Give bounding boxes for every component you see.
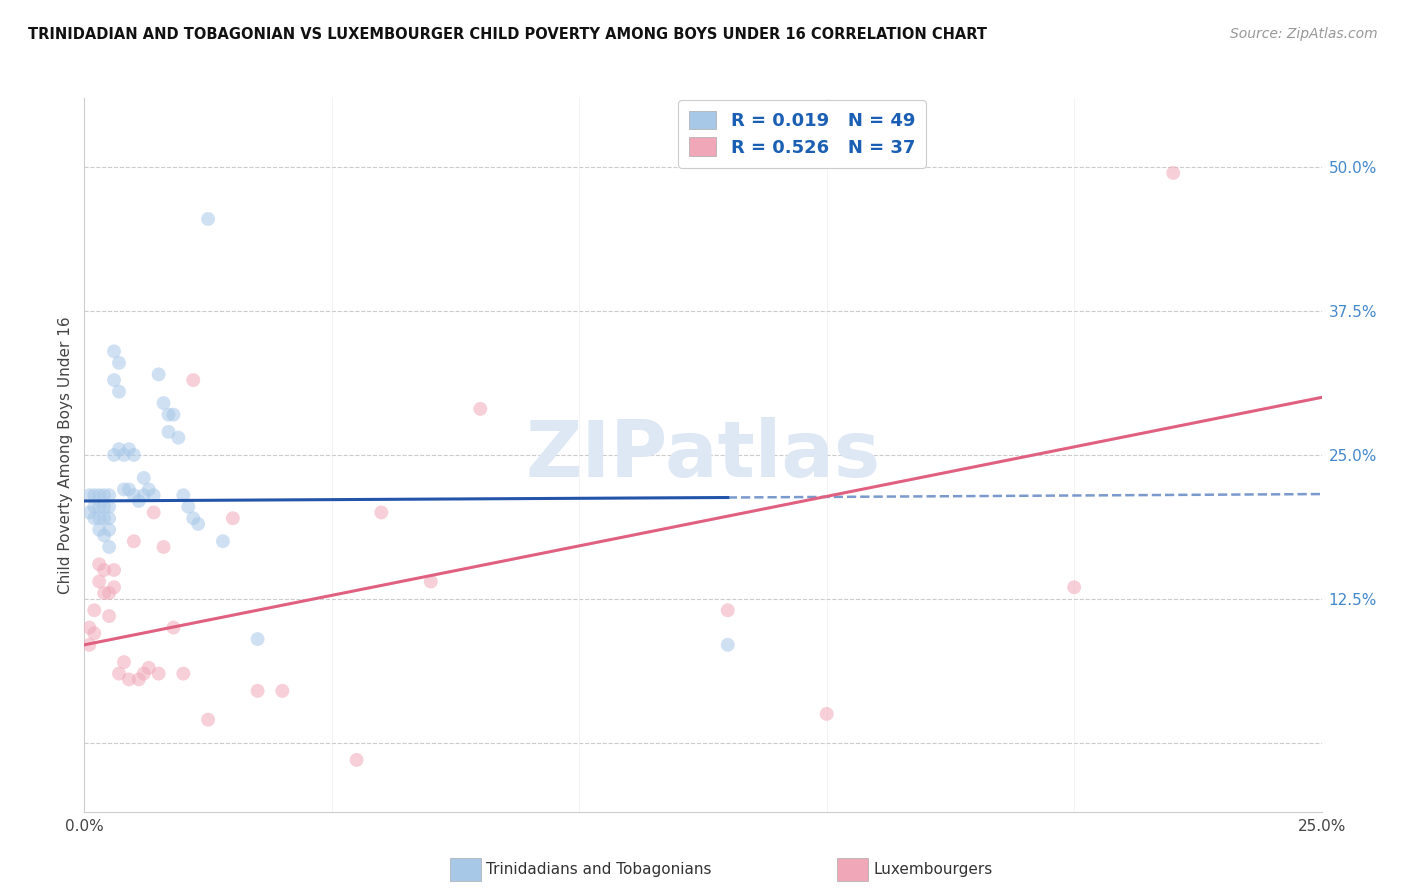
Point	[89, 511, 111, 525]
Point	[112, 448, 135, 462]
Point	[83, 626, 105, 640]
Point	[162, 621, 184, 635]
Point	[108, 384, 131, 399]
Point	[108, 666, 131, 681]
Point	[132, 488, 155, 502]
Point	[89, 488, 111, 502]
Point	[103, 580, 125, 594]
Point	[79, 488, 101, 502]
Point	[103, 563, 125, 577]
Point	[815, 706, 838, 721]
Point	[79, 638, 101, 652]
Point	[246, 632, 269, 646]
Point	[162, 408, 184, 422]
Point	[157, 408, 180, 422]
Point	[103, 373, 125, 387]
Point	[197, 713, 219, 727]
Point	[197, 211, 219, 226]
Point	[98, 488, 121, 502]
Point	[271, 684, 294, 698]
Point	[103, 344, 125, 359]
Point	[142, 488, 165, 502]
Point	[177, 500, 200, 514]
Point	[1161, 166, 1184, 180]
Point	[122, 488, 145, 502]
Text: TRINIDADIAN AND TOBAGONIAN VS LUXEMBOURGER CHILD POVERTY AMONG BOYS UNDER 16 COR: TRINIDADIAN AND TOBAGONIAN VS LUXEMBOURG…	[28, 27, 987, 42]
Point	[118, 442, 141, 457]
Point	[108, 356, 131, 370]
Point	[717, 603, 740, 617]
Text: Luxembourgers: Luxembourgers	[873, 863, 993, 877]
Point	[98, 609, 121, 624]
Point	[122, 534, 145, 549]
Point	[83, 500, 105, 514]
Point	[98, 586, 121, 600]
Text: ZIPatlas: ZIPatlas	[526, 417, 880, 493]
Point	[83, 488, 105, 502]
Point	[89, 558, 111, 572]
Point	[93, 500, 115, 514]
Point	[83, 511, 105, 525]
Point	[98, 540, 121, 554]
Point	[83, 603, 105, 617]
Point	[157, 425, 180, 439]
Point	[128, 494, 150, 508]
Point	[142, 506, 165, 520]
Point	[79, 506, 101, 520]
Point	[118, 483, 141, 497]
Point	[93, 586, 115, 600]
Point	[93, 528, 115, 542]
Point	[98, 511, 121, 525]
Point	[93, 488, 115, 502]
Point	[93, 511, 115, 525]
Point	[470, 401, 492, 416]
Point	[89, 523, 111, 537]
Point	[79, 621, 101, 635]
Point	[89, 500, 111, 514]
Point	[172, 666, 194, 681]
Point	[717, 638, 740, 652]
Point	[132, 666, 155, 681]
Point	[370, 506, 392, 520]
Point	[118, 673, 141, 687]
Point	[187, 516, 209, 531]
Point	[112, 483, 135, 497]
Point	[138, 661, 160, 675]
Point	[1063, 580, 1085, 594]
Point	[346, 753, 368, 767]
Point	[246, 684, 269, 698]
Point	[181, 511, 204, 525]
Point	[132, 471, 155, 485]
Y-axis label: Child Poverty Among Boys Under 16: Child Poverty Among Boys Under 16	[58, 316, 73, 594]
Point	[167, 431, 190, 445]
Point	[148, 368, 170, 382]
Point	[419, 574, 441, 589]
Point	[222, 511, 245, 525]
Point	[152, 396, 174, 410]
Point	[152, 540, 174, 554]
Legend: R = 0.019   N = 49, R = 0.526   N = 37: R = 0.019 N = 49, R = 0.526 N = 37	[678, 100, 925, 168]
Point	[212, 534, 235, 549]
Point	[138, 483, 160, 497]
Point	[112, 655, 135, 669]
Text: Source: ZipAtlas.com: Source: ZipAtlas.com	[1230, 27, 1378, 41]
Point	[103, 448, 125, 462]
Point	[128, 673, 150, 687]
Point	[98, 500, 121, 514]
Point	[172, 488, 194, 502]
Point	[89, 574, 111, 589]
Point	[148, 666, 170, 681]
Point	[98, 523, 121, 537]
Point	[181, 373, 204, 387]
Text: Trinidadians and Tobagonians: Trinidadians and Tobagonians	[486, 863, 711, 877]
Point	[122, 448, 145, 462]
Point	[93, 563, 115, 577]
Point	[108, 442, 131, 457]
